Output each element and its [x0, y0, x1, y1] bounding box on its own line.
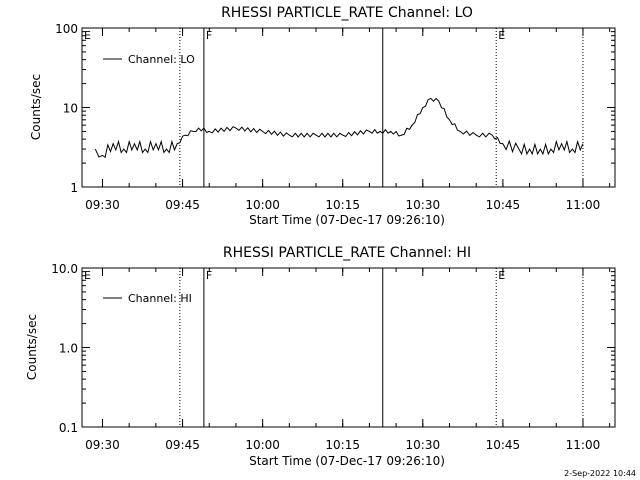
legend-hi: Channel: HI	[103, 292, 192, 305]
series-line-lo	[94, 97, 584, 159]
marker-label-lo: E	[498, 29, 505, 42]
footer-date: 2-Sep-2022 10:44	[564, 469, 636, 478]
y-tick-label-hi: 0.1	[59, 421, 78, 435]
marker-label-hi: F	[206, 269, 212, 282]
y-tick-label-hi: 1.0	[59, 342, 78, 356]
chart-title-lo: RHESSI PARTICLE_RATE Channel: LO	[221, 5, 473, 21]
marker-label-lo: F	[206, 29, 212, 42]
x-tick-label-lo: 10:15	[325, 198, 360, 212]
y-axis-label-lo: Counts/sec	[29, 74, 43, 140]
x-axis-label-lo: Start Time (07-Dec-17 09:26:10)	[249, 213, 445, 227]
legend-label-lo: Channel: LO	[128, 53, 195, 66]
y-axis-label-hi: Counts/sec	[25, 314, 39, 380]
x-tick-label-lo: 10:45	[486, 198, 521, 212]
y-tick-label-hi: 10.0	[51, 262, 78, 276]
x-ticks-lo: 09:30 09:45 10:00 10:15 10:30 10:45 11:00	[85, 28, 611, 212]
x-axis-label-hi: Start Time (07-Dec-17 09:26:10)	[249, 454, 445, 468]
panel-hi: RHESSI PARTICLE_RATE Channel: HI Counts/…	[25, 245, 616, 468]
legend-label-hi: Channel: HI	[128, 292, 192, 305]
series-lo	[94, 97, 584, 159]
y-ticks-lo: 1 10 100	[55, 22, 615, 195]
x-tick-label-hi: 10:30	[406, 438, 441, 452]
panel-lo: RHESSI PARTICLE_RATE Channel: LO Counts/…	[29, 5, 616, 227]
x-tick-label-lo: 10:00	[245, 198, 280, 212]
x-tick-label-hi: 11:00	[566, 438, 601, 452]
x-tick-label-hi: 10:15	[325, 438, 360, 452]
x-tick-label-lo: 10:30	[406, 198, 441, 212]
x-tick-label-lo: 11:00	[566, 198, 601, 212]
marker-label-hi: E	[498, 269, 505, 282]
x-tick-label-hi: 09:45	[165, 438, 200, 452]
y-tick-label-lo: 100	[55, 22, 78, 36]
x-tick-label-hi: 09:30	[85, 438, 120, 452]
marker-label-lo: E	[84, 29, 91, 42]
legend-lo: Channel: LO	[103, 53, 195, 66]
chart-title-hi: RHESSI PARTICLE_RATE Channel: HI	[223, 245, 471, 261]
x-tick-label-hi: 10:45	[486, 438, 521, 452]
y-tick-label-lo: 10	[63, 102, 78, 116]
x-ticks-hi: 09:30 09:45 10:00 10:15 10:30 10:45 11:00	[85, 268, 611, 452]
x-tick-label-lo: 09:30	[85, 198, 120, 212]
marker-label-hi: E	[84, 269, 91, 282]
y-tick-label-lo: 1	[70, 181, 78, 195]
x-tick-label-hi: 10:00	[245, 438, 280, 452]
x-tick-label-lo: 09:45	[165, 198, 200, 212]
y-ticks-hi: 0.1 1.0 10.0	[51, 262, 615, 435]
plot-frame-lo	[81, 27, 616, 188]
